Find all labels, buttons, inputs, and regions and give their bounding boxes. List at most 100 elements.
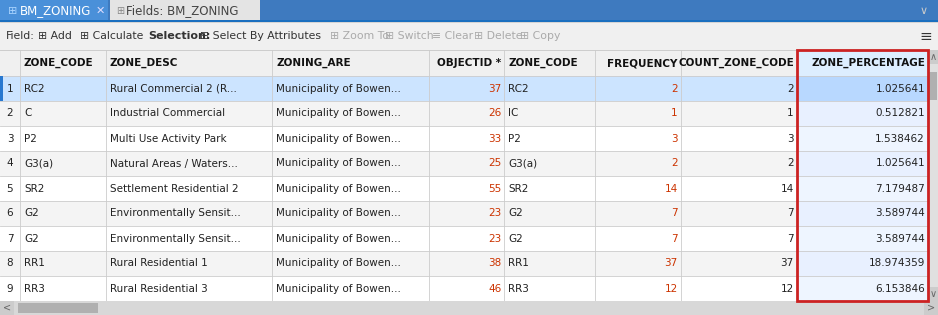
Text: SR2: SR2 [508,184,529,193]
Bar [797,101,928,126]
Text: 1: 1 [672,108,678,118]
Text: 1.025641: 1.025641 [875,158,925,169]
Text: FREQUENCY: FREQUENCY [608,58,678,68]
Bar [0,301,14,315]
Text: ⊞ Delete: ⊞ Delete [474,31,522,41]
Bar [0,101,928,126]
Bar [0,20,938,22]
Bar [797,126,928,151]
Text: 5: 5 [7,184,13,193]
Text: 1: 1 [7,83,13,94]
Text: 46: 46 [488,284,501,294]
Text: 2: 2 [672,158,678,169]
Text: 2: 2 [7,108,13,118]
Text: 12: 12 [780,284,794,294]
Bar [0,76,3,101]
Bar [797,226,928,251]
Bar [0,22,938,50]
Bar [0,251,928,276]
Text: ≡: ≡ [919,28,932,43]
Text: P2: P2 [24,134,37,144]
Text: ✕: ✕ [96,6,105,16]
Text: ⊞: ⊞ [116,6,124,16]
Bar [928,50,938,301]
Text: Municipality of Bowen...: Municipality of Bowen... [276,209,401,219]
Bar [0,50,928,76]
Text: BM_ZONING: BM_ZONING [20,4,91,18]
Text: 37: 37 [488,83,501,94]
Text: ⊞ Calculate: ⊞ Calculate [80,31,144,41]
Text: 3: 3 [787,134,794,144]
Text: 14: 14 [664,184,678,193]
Text: 2: 2 [787,83,794,94]
Text: ⊞ Zoom To: ⊞ Zoom To [330,31,389,41]
Text: 23: 23 [488,209,501,219]
Text: Rural Residential 3: Rural Residential 3 [110,284,207,294]
Text: 7.179487: 7.179487 [875,184,925,193]
Text: G2: G2 [24,209,38,219]
Text: OBJECTID *: OBJECTID * [437,58,501,68]
Text: <: < [3,303,11,313]
Text: IC: IC [508,108,519,118]
Text: Municipality of Bowen...: Municipality of Bowen... [276,233,401,243]
Text: 7: 7 [672,209,678,219]
Text: G2: G2 [24,233,38,243]
Bar [797,201,928,226]
Text: Settlement Residential 2: Settlement Residential 2 [110,184,238,193]
Text: >: > [927,303,935,313]
Text: RR1: RR1 [508,259,529,268]
Bar [797,76,928,101]
Text: Municipality of Bowen...: Municipality of Bowen... [276,284,401,294]
Text: Municipality of Bowen...: Municipality of Bowen... [276,108,401,118]
Bar [797,251,928,276]
Bar [797,276,928,301]
Bar [0,301,938,315]
Bar [928,287,938,301]
Text: G2: G2 [508,233,523,243]
Text: Multi Use Activity Park: Multi Use Activity Park [110,134,226,144]
Bar [0,0,108,22]
Bar [0,276,928,301]
Text: Fields: BM_ZONING: Fields: BM_ZONING [126,4,238,18]
Text: RC2: RC2 [24,83,45,94]
Text: 25: 25 [488,158,501,169]
Text: 1.538462: 1.538462 [875,134,925,144]
Bar [0,126,928,151]
Text: 3.589744: 3.589744 [875,209,925,219]
Text: RC2: RC2 [508,83,529,94]
Text: 6.153846: 6.153846 [875,284,925,294]
Text: 3: 3 [7,134,13,144]
Text: Municipality of Bowen...: Municipality of Bowen... [276,83,401,94]
Text: 7: 7 [7,233,13,243]
Text: 7: 7 [787,209,794,219]
Text: 7: 7 [672,233,678,243]
Text: 6: 6 [7,209,13,219]
Text: Environmentally Sensit...: Environmentally Sensit... [110,233,240,243]
Text: 2: 2 [787,158,794,169]
Text: ⊞ Copy: ⊞ Copy [520,31,560,41]
Text: 3: 3 [672,134,678,144]
Text: Municipality of Bowen...: Municipality of Bowen... [276,259,401,268]
Text: 38: 38 [488,259,501,268]
Text: Municipality of Bowen...: Municipality of Bowen... [276,158,401,169]
Text: ZONE_PERCENTAGE: ZONE_PERCENTAGE [811,58,925,68]
Text: G2: G2 [508,209,523,219]
Text: ⊞ Select By Attributes: ⊞ Select By Attributes [200,31,321,41]
Bar [797,50,928,76]
Text: Rural Commercial 2 (R...: Rural Commercial 2 (R... [110,83,236,94]
Text: 33: 33 [488,134,501,144]
Text: COUNT_ZONE_CODE: COUNT_ZONE_CODE [678,58,794,68]
Text: ZONE_CODE: ZONE_CODE [508,58,578,68]
Bar [797,151,928,176]
Text: Environmentally Sensit...: Environmentally Sensit... [110,209,240,219]
Text: Municipality of Bowen...: Municipality of Bowen... [276,184,401,193]
Text: 2: 2 [672,83,678,94]
Text: 9: 9 [7,284,13,294]
Bar [797,50,928,301]
Text: 12: 12 [664,284,678,294]
Text: ⊞: ⊞ [8,6,18,16]
Text: 8: 8 [7,259,13,268]
Text: G3(a): G3(a) [508,158,537,169]
Bar [0,226,928,251]
Bar [0,151,928,176]
